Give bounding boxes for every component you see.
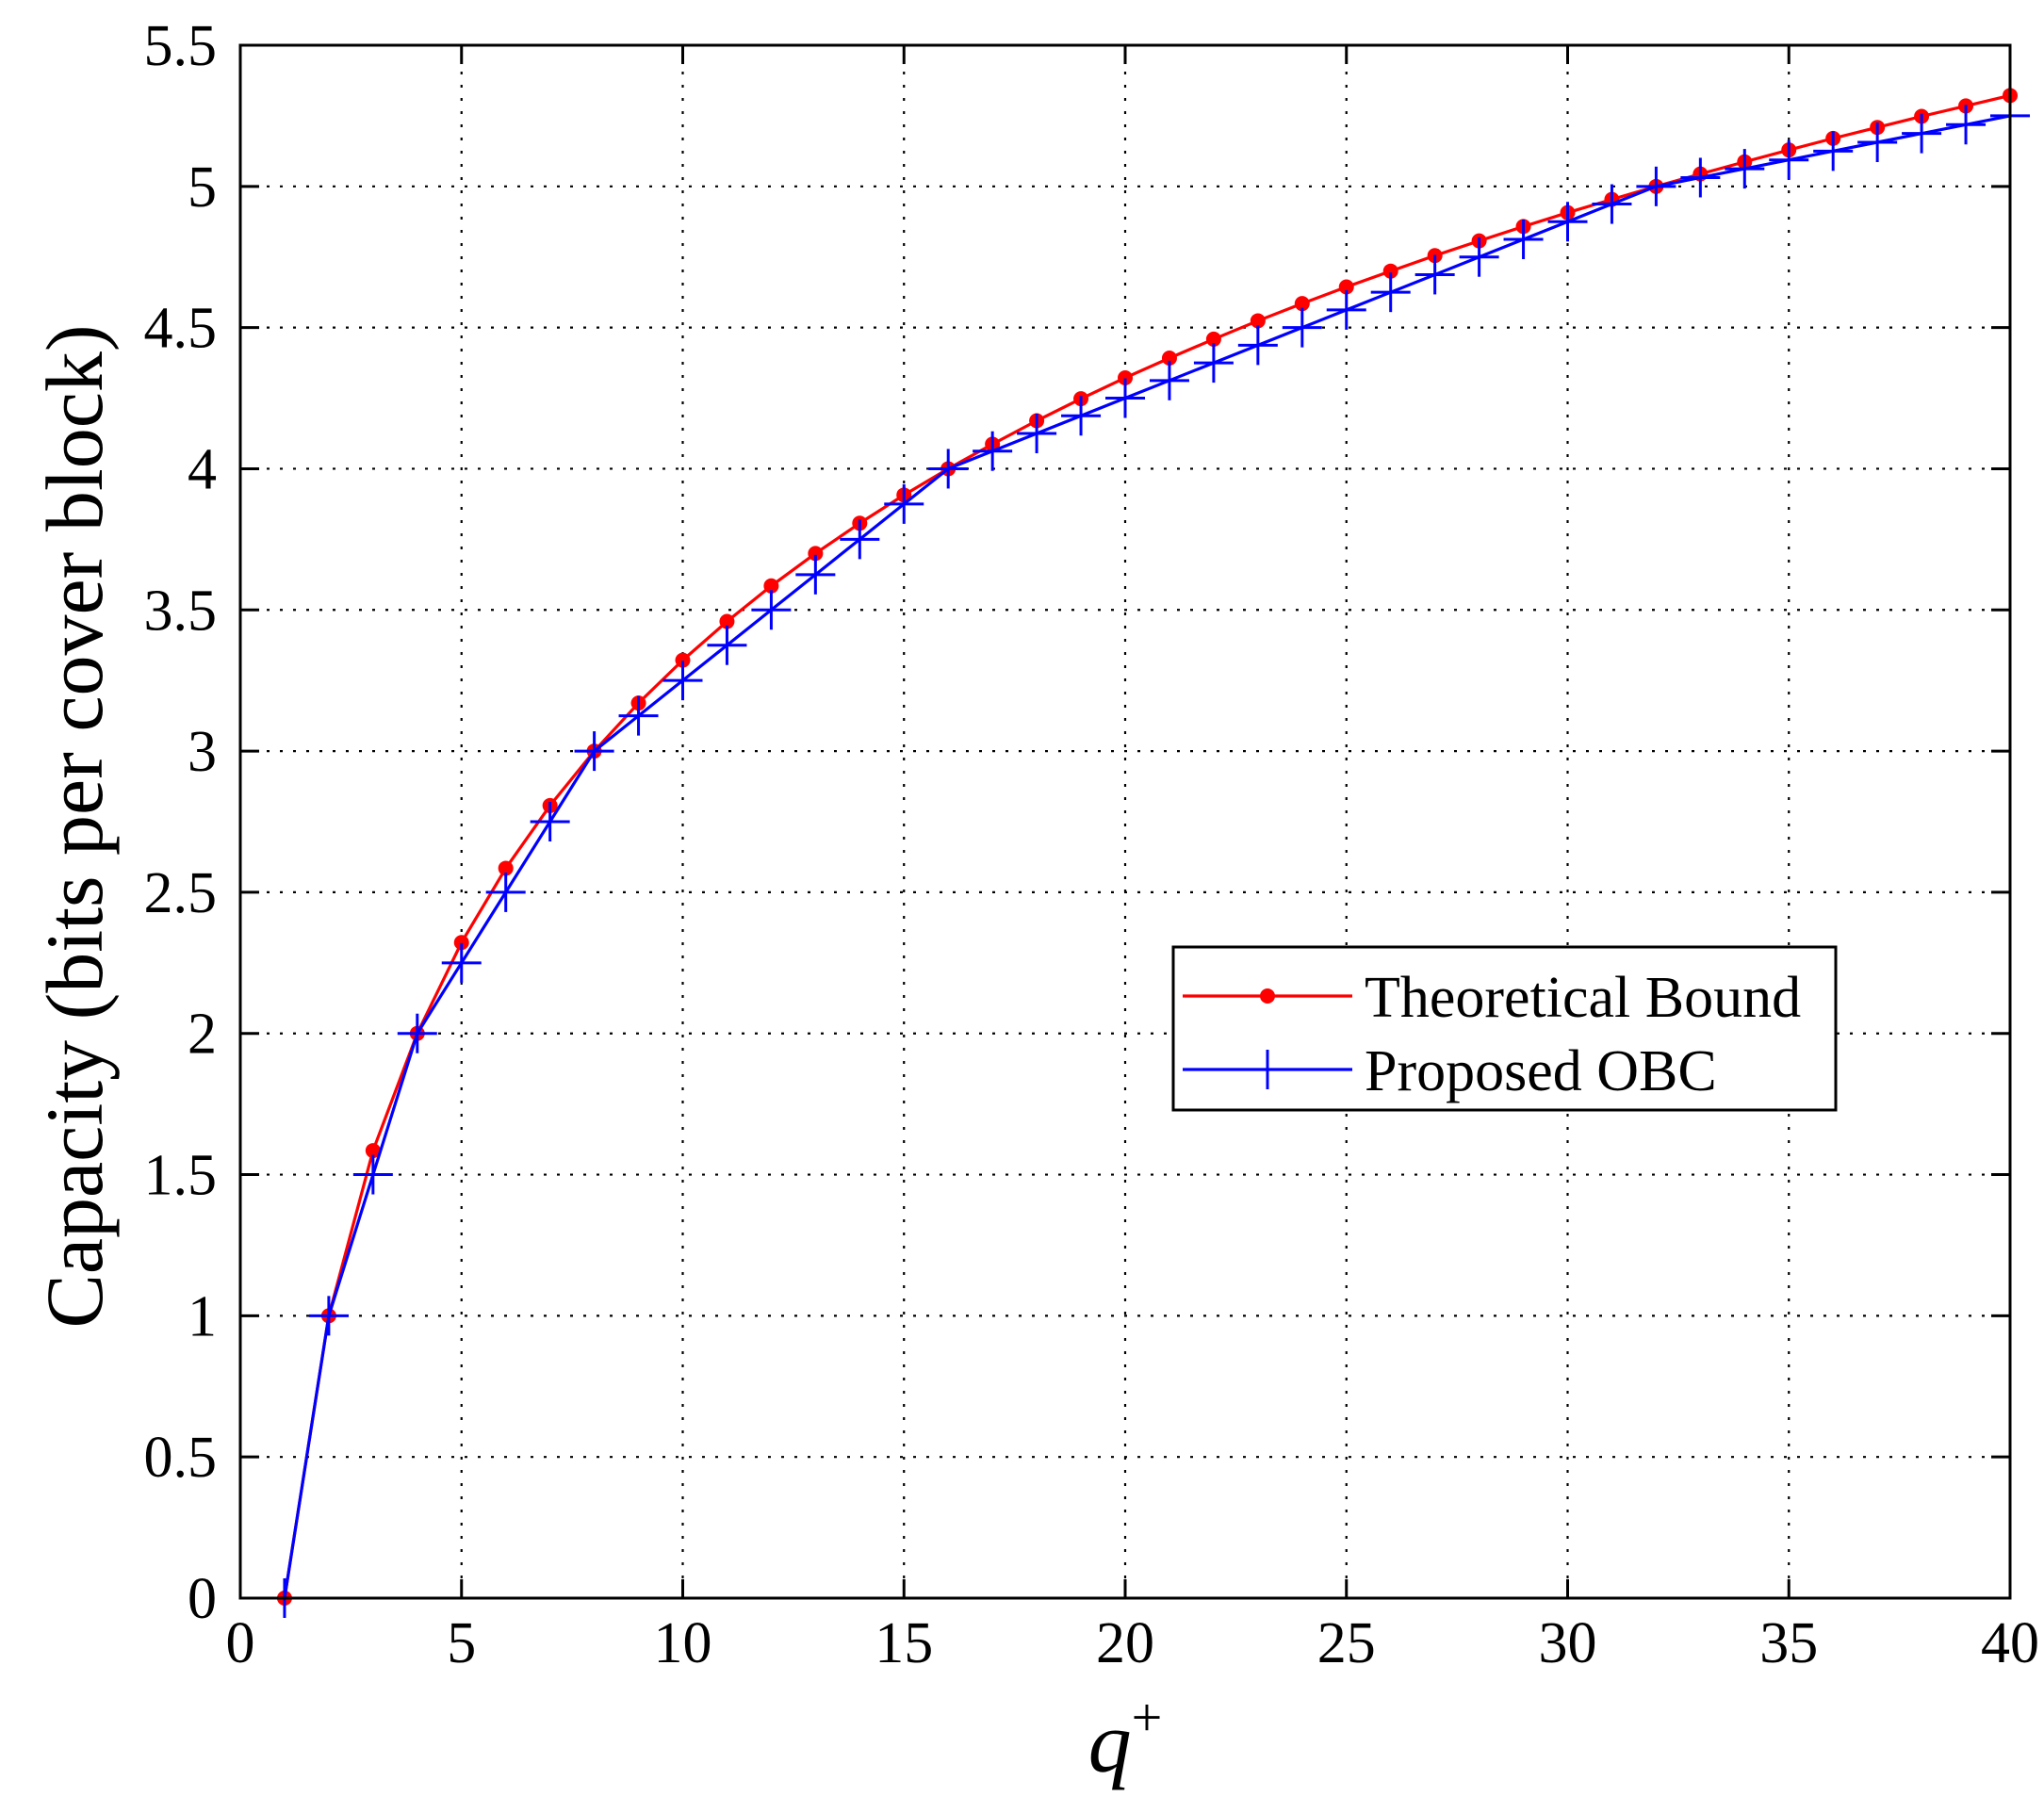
proposed-obc-point: [1547, 202, 1588, 242]
proposed-obc-point: [1725, 149, 1765, 189]
theoretical-bound-point: [1205, 331, 1221, 347]
proposed-obc-point: [397, 1013, 437, 1053]
proposed-obc-point: [1459, 237, 1499, 277]
theoretical-bound-point: [808, 546, 824, 562]
x-tick-label: 30: [1539, 1611, 1597, 1675]
y-tick-label: 5: [188, 155, 217, 220]
x-tick-label: 15: [875, 1611, 933, 1675]
proposed-obc-point: [1857, 122, 1898, 162]
proposed-obc-point: [1503, 220, 1544, 259]
proposed-obc-point: [574, 731, 614, 772]
tick-labels: 0 5 10 15 20 25 30 35 40 0 0.5 1 1.5 2 2.5 3 3.5 4 4.5 5 5.5: [144, 14, 2040, 1675]
proposed-obc-point: [795, 554, 836, 595]
x-tick-label: 25: [1317, 1611, 1376, 1675]
x-tick-label: 0: [226, 1611, 255, 1675]
theoretical-bound-point: [453, 935, 469, 951]
tick-marks: [238, 43, 2012, 1600]
proposed-obc-point: [1193, 343, 1234, 384]
y-tick-label: 3.5: [144, 579, 218, 643]
proposed-obc-point: [1769, 139, 1809, 180]
theoretical-bound-point: [763, 578, 779, 594]
x-axis-label-superscript: +: [1132, 1687, 1163, 1748]
theoretical-bound-line: [283, 93, 2011, 1599]
x-tick-label: 5: [447, 1611, 476, 1675]
proposed-obc-point: [1282, 307, 1322, 348]
proposed-obc-point: [1370, 272, 1411, 313]
proposed-obc-point: [308, 1296, 349, 1336]
theoretical-bound-point: [365, 1143, 381, 1159]
proposed-obc-point: [1017, 414, 1057, 453]
legend-marker-proposed-obc: [1248, 1050, 1287, 1089]
proposed-obc-point: [928, 449, 969, 489]
proposed-obc-point: [751, 590, 792, 630]
proposed-obc-point: [1237, 325, 1278, 366]
theoretical-bound-point: [1161, 350, 1177, 366]
proposed-obc-point: [618, 695, 659, 736]
x-tick-label: 40: [1981, 1611, 2039, 1675]
proposed-obc-point: [1592, 184, 1632, 224]
theoretical-bound-point: [1250, 313, 1266, 329]
y-tick-label: 2: [188, 1003, 217, 1067]
y-tick-label: 5.5: [144, 14, 218, 78]
x-axis-label-base: q: [1088, 1694, 1132, 1790]
y-tick-label: 0: [188, 1567, 217, 1631]
proposed-obc-point: [973, 431, 1013, 471]
proposed-obc-point: [1061, 396, 1102, 436]
y-axis-label: Capacity (bits per cover block): [29, 324, 120, 1328]
y-tick-label: 1.5: [144, 1144, 218, 1208]
proposed-obc-point: [662, 661, 703, 701]
theoretical-bound-point: [1294, 296, 1310, 312]
proposed-obc-point: [1680, 157, 1721, 198]
proposed-obc-point: [1902, 113, 1942, 154]
proposed-obc-point: [1105, 378, 1145, 418]
legend-marker-theoretical-bound: [1260, 988, 1275, 1004]
theoretical-bound-point: [719, 613, 735, 629]
legend-items: Theoretical Bound Proposed OBC: [1183, 966, 1801, 1103]
proposed-obc-point: [485, 872, 526, 912]
grid-lines: [240, 45, 2010, 1598]
proposed-obc-point: [884, 483, 924, 524]
y-tick-label: 4.5: [144, 297, 218, 361]
legend-item-proposed-obc: Proposed OBC: [1183, 1039, 1717, 1103]
proposed-obc-point: [1414, 254, 1455, 295]
legend-label-proposed-obc: Proposed OBC: [1365, 1039, 1717, 1103]
proposed-obc-point: [1636, 166, 1676, 206]
proposed-obc-point: [1326, 289, 1366, 330]
x-tick-label: 20: [1096, 1611, 1154, 1675]
proposed-obc-point: [707, 625, 747, 665]
theoretical-bound-point: [1382, 263, 1398, 279]
x-tick-label: 10: [654, 1611, 712, 1675]
y-tick-label: 0.5: [144, 1426, 218, 1490]
proposed-obc-point: [441, 942, 482, 983]
y-tick-label: 1: [188, 1284, 217, 1348]
proposed-obc-point: [840, 519, 880, 560]
legend: Theoretical Bound Proposed OBC: [1171, 945, 1838, 1112]
proposed-obc-point: [530, 802, 570, 841]
proposed-obc-point: [1149, 360, 1189, 400]
legend-label-theoretical-bound: Theoretical Bound: [1365, 966, 1801, 1030]
proposed-obc-point: [1813, 131, 1854, 171]
y-tick-label: 2.5: [144, 861, 218, 925]
series-layer: [264, 88, 2030, 1618]
theoretical-bound-point: [498, 860, 514, 876]
x-axis-label: q+: [1088, 1687, 1163, 1790]
theoretical-bound-point: [1338, 279, 1354, 295]
proposed-obc-point: [1946, 105, 1987, 145]
legend-box: [1171, 945, 1838, 1112]
theoretical-bound-point: [675, 652, 691, 668]
theoretical-bound-point: [1118, 369, 1133, 385]
proposed-obc-point: [352, 1154, 393, 1195]
x-tick-label: 35: [1759, 1611, 1818, 1675]
y-tick-label: 3: [188, 720, 217, 784]
y-tick-label: 4: [188, 437, 217, 501]
proposed-obc-line: [283, 114, 2011, 1599]
legend-item-theoretical-bound: Theoretical Bound: [1183, 966, 1801, 1030]
